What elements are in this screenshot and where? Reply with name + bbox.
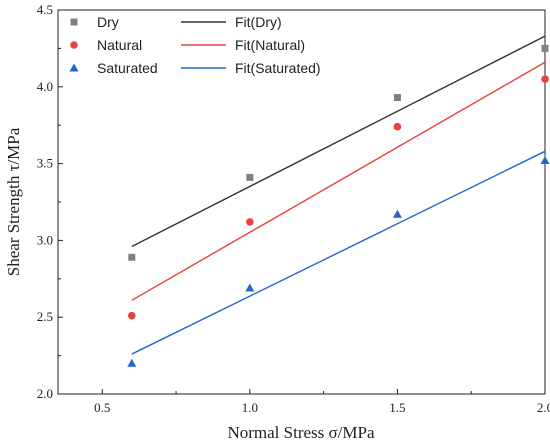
y-tick-label: 4.5 — [37, 2, 53, 17]
tick-group: 0.5 1.0 1.5 2.0 2.0 2.5 3.0 3.5 4.0 4.5 — [37, 2, 550, 415]
point-natural — [393, 122, 402, 131]
point-dry — [541, 44, 549, 52]
point-dry — [393, 94, 401, 102]
legend-fit-label-saturated: Fit(Saturated) — [235, 60, 321, 76]
fit-lines — [131, 35, 546, 355]
y-tick-label: 2.5 — [37, 309, 53, 324]
fit-line-saturated — [131, 150, 546, 355]
legend-label-dry: Dry — [97, 14, 119, 30]
x-axis-label: Normal Stress σ/MPa — [227, 423, 375, 442]
fit-line-dry — [131, 35, 546, 248]
data-points — [127, 44, 550, 367]
point-saturated — [245, 283, 255, 292]
fit-line-natural — [131, 61, 546, 301]
point-natural — [127, 311, 136, 320]
legend-label-saturated: Saturated — [97, 60, 158, 76]
legend-label-natural: Natural — [97, 37, 142, 53]
point-natural — [246, 218, 254, 226]
legend-marker-saturated — [69, 63, 79, 72]
y-tick-label: 2.0 — [37, 386, 53, 401]
y-axis-label: Shear Strength τ/MPa — [4, 127, 23, 276]
x-tick-label: 2.0 — [537, 400, 550, 415]
legend-marker-natural — [70, 41, 78, 49]
y-tick-label: 4.0 — [37, 79, 53, 94]
x-tick-label: 1.0 — [242, 400, 258, 415]
legend-marker-dry — [70, 18, 78, 26]
y-tick-label: 3.5 — [37, 156, 53, 171]
legend-fit-label-natural: Fit(Natural) — [235, 37, 305, 53]
point-dry — [246, 173, 254, 181]
point-dry — [128, 253, 136, 261]
point-saturated — [127, 358, 137, 367]
point-saturated — [392, 209, 402, 218]
point-saturated — [540, 156, 550, 165]
point-natural — [541, 75, 549, 83]
legend: Dry Fit(Dry) Natural Fit(Natural) Saturated F… — [69, 14, 321, 76]
legend-fit-label-dry: Fit(Dry) — [235, 14, 282, 30]
x-tick-label: 1.5 — [389, 400, 405, 415]
x-tick-label: 0.5 — [94, 400, 110, 415]
y-tick-label: 3.0 — [37, 232, 53, 247]
